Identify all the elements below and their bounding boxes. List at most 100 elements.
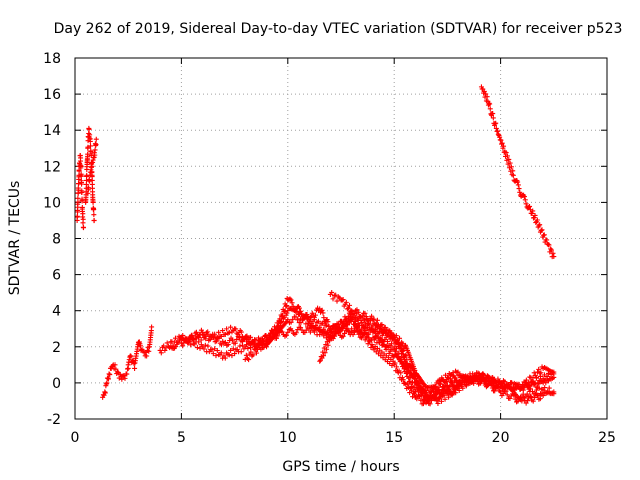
data-point (214, 348, 220, 354)
data-point (210, 351, 216, 357)
data-point (496, 379, 502, 385)
series-early-high-c (85, 136, 99, 196)
data-point (288, 297, 294, 303)
data-point (253, 337, 259, 343)
data-point (237, 343, 243, 349)
data-point (243, 352, 249, 358)
x-tick-label: 0 (71, 430, 80, 446)
data-point (311, 329, 317, 335)
data-point (344, 306, 350, 312)
data-point (471, 380, 477, 386)
data-point (226, 352, 232, 358)
data-point (418, 397, 424, 403)
data-point (222, 355, 228, 361)
data-point (507, 385, 513, 391)
data-point (324, 346, 330, 352)
data-point (495, 383, 501, 389)
data-point (365, 341, 371, 347)
data-point (84, 173, 90, 179)
data-point (91, 155, 97, 161)
data-point (364, 316, 370, 322)
data-point (529, 210, 535, 216)
data-point (326, 323, 332, 329)
data-point (256, 342, 262, 348)
data-point (412, 391, 418, 397)
data-point (109, 364, 115, 370)
data-point (532, 394, 538, 400)
data-point (364, 334, 370, 340)
data-point (198, 327, 204, 333)
data-point (503, 388, 509, 394)
data-point (394, 364, 400, 370)
data-point (388, 346, 394, 352)
data-point (354, 311, 360, 317)
data-point (438, 381, 444, 387)
data-point (86, 185, 92, 191)
data-point (238, 329, 244, 335)
data-point (483, 98, 489, 104)
data-point (228, 324, 234, 330)
data-point (475, 376, 481, 382)
data-point (274, 320, 280, 326)
data-point (330, 324, 336, 330)
data-point (315, 305, 321, 311)
data-point (419, 390, 425, 396)
data-point (498, 382, 504, 388)
data-point (213, 353, 219, 359)
data-point (462, 379, 468, 385)
data-point (312, 312, 318, 318)
data-point (349, 326, 355, 332)
data-point (75, 199, 81, 205)
data-point (362, 310, 368, 316)
data-point (530, 398, 536, 404)
data-point (445, 375, 451, 381)
data-point (322, 350, 328, 356)
data-point (436, 384, 442, 390)
data-point (377, 323, 383, 329)
data-point (241, 335, 247, 341)
data-point (511, 392, 517, 398)
data-point (343, 299, 349, 305)
data-point (191, 337, 197, 343)
data-point (427, 401, 433, 407)
data-point (460, 385, 466, 391)
data-point (284, 310, 290, 316)
data-point (172, 335, 178, 341)
data-point (250, 341, 256, 347)
data-point (85, 144, 91, 150)
data-point (320, 310, 326, 316)
data-point (299, 311, 305, 317)
data-point (529, 378, 535, 384)
data-point (532, 212, 538, 218)
data-point (527, 386, 533, 392)
data-point (293, 330, 299, 336)
data-point (346, 310, 352, 316)
data-point (222, 331, 228, 337)
data-point (367, 338, 373, 344)
y-tick-label: 14 (43, 123, 61, 139)
data-point (537, 222, 543, 228)
data-point (85, 190, 91, 196)
data-point (121, 372, 127, 378)
data-point (530, 208, 536, 214)
series-falling-arc (478, 84, 557, 260)
data-point (194, 345, 200, 351)
data-point (504, 153, 510, 159)
data-point (113, 366, 119, 372)
data-point (361, 325, 367, 331)
data-point (334, 321, 340, 327)
data-point (538, 370, 544, 376)
data-point (539, 386, 545, 392)
data-point (438, 398, 444, 404)
data-point (325, 342, 331, 348)
data-point (225, 342, 231, 348)
point-layer (74, 84, 557, 407)
data-point (145, 344, 151, 350)
data-point (420, 390, 426, 396)
x-tick-label: 15 (385, 430, 403, 446)
data-point (201, 346, 207, 352)
data-point (186, 339, 192, 345)
data-point (411, 374, 417, 380)
data-point (339, 297, 345, 303)
data-point (538, 228, 544, 234)
